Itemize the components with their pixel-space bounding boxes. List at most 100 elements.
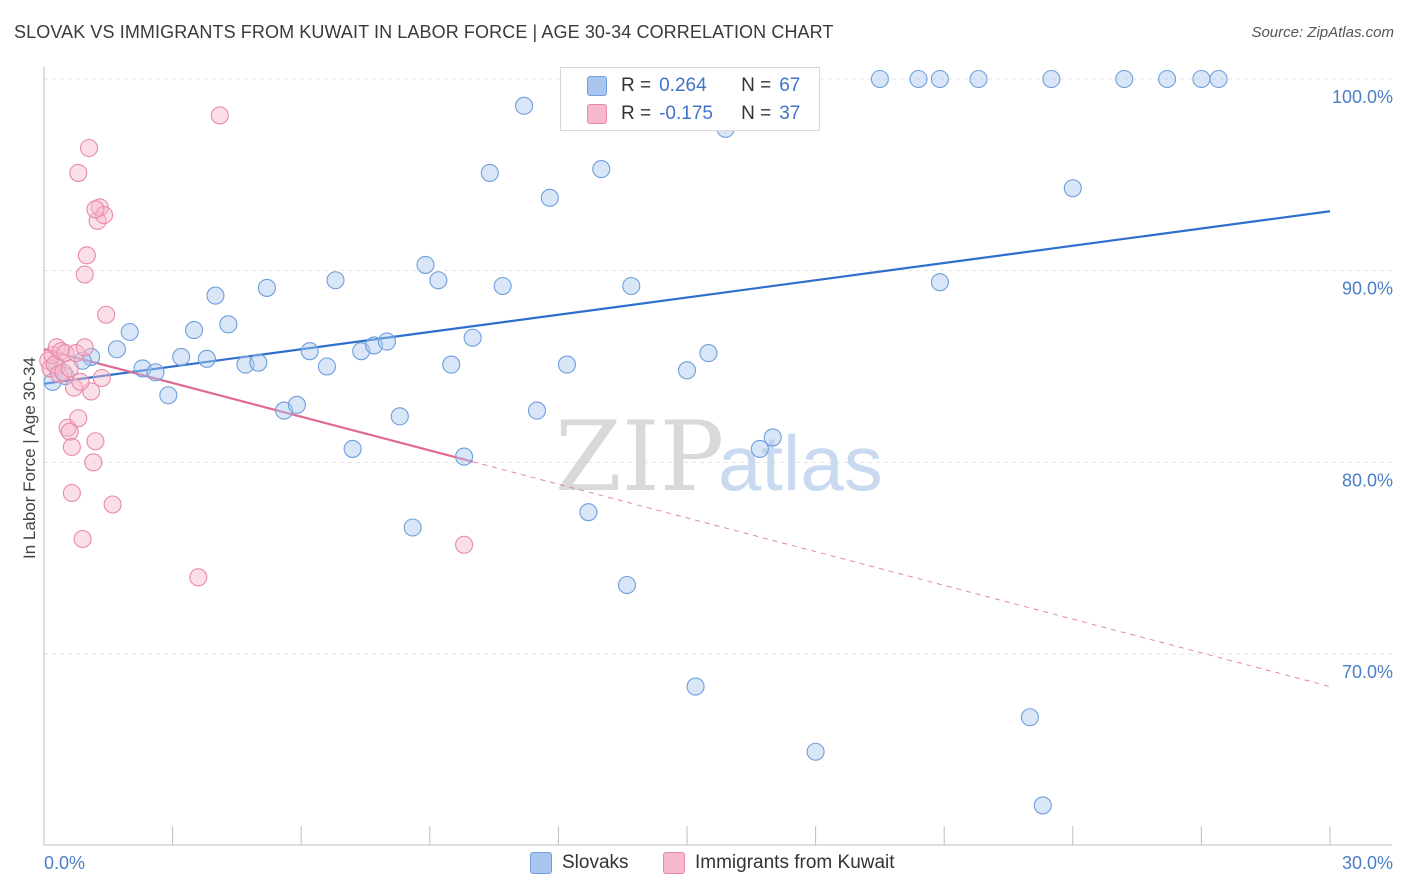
watermark: ZIP atlas — [555, 401, 883, 513]
point-kuwait — [77, 246, 96, 265]
point-slovaks — [515, 96, 534, 115]
point-slovaks — [82, 347, 101, 366]
point-kuwait — [60, 422, 79, 441]
point-kuwait — [189, 568, 208, 587]
point-slovaks — [1115, 69, 1134, 89]
source-label: Source: ZipAtlas.com — [1251, 24, 1394, 41]
correlation-legend: R = 0.264 N = 67 R = -0.175 N = 37 — [560, 67, 820, 131]
point-slovaks — [287, 395, 306, 414]
point-slovaks — [442, 355, 461, 374]
y-tick-label: 90.0% — [1342, 279, 1393, 299]
point-slovaks — [617, 575, 637, 595]
point-kuwait — [79, 138, 99, 158]
x-tick-label: 30.0% — [1342, 853, 1393, 873]
point-slovaks — [1192, 69, 1211, 89]
point-slovaks — [146, 363, 165, 382]
point-kuwait — [60, 359, 79, 378]
watermark-zip: ZIP — [555, 401, 724, 513]
legend-r-value: -0.175 — [659, 103, 713, 124]
point-slovaks — [197, 349, 216, 368]
chart-title: SLOVAK VS IMMIGRANTS FROM KUWAIT IN LABO… — [14, 22, 834, 42]
point-slovaks — [493, 276, 512, 296]
point-slovaks — [219, 315, 238, 334]
legend-n-value: 67 — [779, 75, 801, 96]
trend-line-1 — [43, 348, 473, 463]
point-slovaks — [455, 447, 474, 466]
point-slovaks — [686, 677, 705, 696]
point-slovaks — [930, 273, 949, 292]
point-slovaks — [1033, 796, 1052, 815]
point-slovaks — [463, 328, 482, 347]
point-slovaks — [699, 344, 718, 363]
legend-r-label: R = — [621, 75, 652, 96]
y-tick-label: 80.0% — [1342, 470, 1393, 490]
trend-line-0 — [43, 210, 1331, 385]
point-kuwait — [455, 535, 474, 554]
point-slovaks — [172, 347, 191, 366]
legend-swatch-pink — [587, 104, 607, 124]
point-slovaks — [206, 286, 225, 305]
point-kuwait — [75, 338, 94, 357]
point-kuwait — [62, 483, 81, 503]
legend-item-slovaks: Slovaks — [530, 852, 629, 874]
point-slovaks — [750, 439, 769, 458]
point-slovaks — [377, 332, 396, 351]
point-kuwait — [84, 453, 103, 472]
point-slovaks — [1209, 69, 1228, 89]
legend-label-slovaks: Slovaks — [562, 852, 629, 873]
point-kuwait — [75, 265, 94, 284]
point-slovaks — [159, 386, 178, 405]
point-slovaks — [184, 321, 204, 340]
point-slovaks — [326, 271, 345, 290]
axes — [43, 67, 1392, 846]
point-kuwait — [86, 432, 105, 451]
point-slovaks — [622, 276, 641, 296]
legend-swatch-slovaks — [530, 852, 552, 874]
point-slovaks — [480, 163, 499, 182]
legend-r-label: R = — [621, 103, 652, 124]
y-tick-label: 70.0% — [1342, 662, 1393, 682]
point-kuwait — [71, 372, 90, 391]
point-slovaks — [540, 188, 559, 207]
point-slovaks — [300, 342, 319, 361]
point-slovaks — [249, 353, 268, 372]
legend-item-kuwait: Immigrants from Kuwait — [663, 852, 895, 874]
series-legend: Slovaks Immigrants from Kuwait — [0, 852, 1406, 878]
point-kuwait — [210, 106, 229, 125]
watermark-atlas: atlas — [718, 419, 883, 507]
point-slovaks — [416, 255, 435, 274]
point-slovaks — [1063, 179, 1082, 198]
trend-line-dashed-1 — [472, 461, 1331, 688]
point-slovaks — [969, 69, 988, 89]
point-kuwait — [69, 163, 88, 182]
point-slovaks — [317, 357, 336, 376]
y-tick-labels: 70.0% 80.0% 90.0% 100.0% — [1332, 87, 1393, 682]
point-kuwait — [73, 529, 92, 549]
point-slovaks — [107, 340, 126, 359]
point-kuwait — [92, 368, 111, 388]
legend-n-label: N = — [741, 103, 772, 124]
point-slovaks — [870, 69, 889, 89]
point-slovaks — [677, 361, 697, 380]
legend-swatch-blue — [587, 76, 607, 96]
point-slovaks — [763, 428, 782, 447]
legend-swatch-kuwait — [663, 852, 685, 874]
x-tick-label: 0.0% — [44, 853, 85, 873]
y-tick-label: 100.0% — [1332, 87, 1393, 107]
point-kuwait — [97, 305, 116, 324]
point-slovaks — [557, 355, 577, 374]
legend-row-slovaks: R = 0.264 N = 67 — [561, 72, 800, 100]
y-axis-label: In Labor Force | Age 30-34 — [20, 357, 39, 559]
legend-n-label: N = — [741, 75, 772, 96]
point-kuwait — [69, 409, 88, 428]
point-slovaks — [257, 278, 276, 297]
point-kuwait — [62, 437, 81, 457]
point-slovaks — [592, 160, 611, 179]
point-slovaks — [429, 271, 448, 290]
point-slovaks — [390, 407, 409, 426]
trend-lines — [43, 210, 1331, 688]
point-kuwait — [103, 495, 122, 514]
point-slovaks — [120, 322, 139, 342]
point-slovaks — [403, 518, 422, 537]
point-slovaks — [527, 401, 547, 420]
